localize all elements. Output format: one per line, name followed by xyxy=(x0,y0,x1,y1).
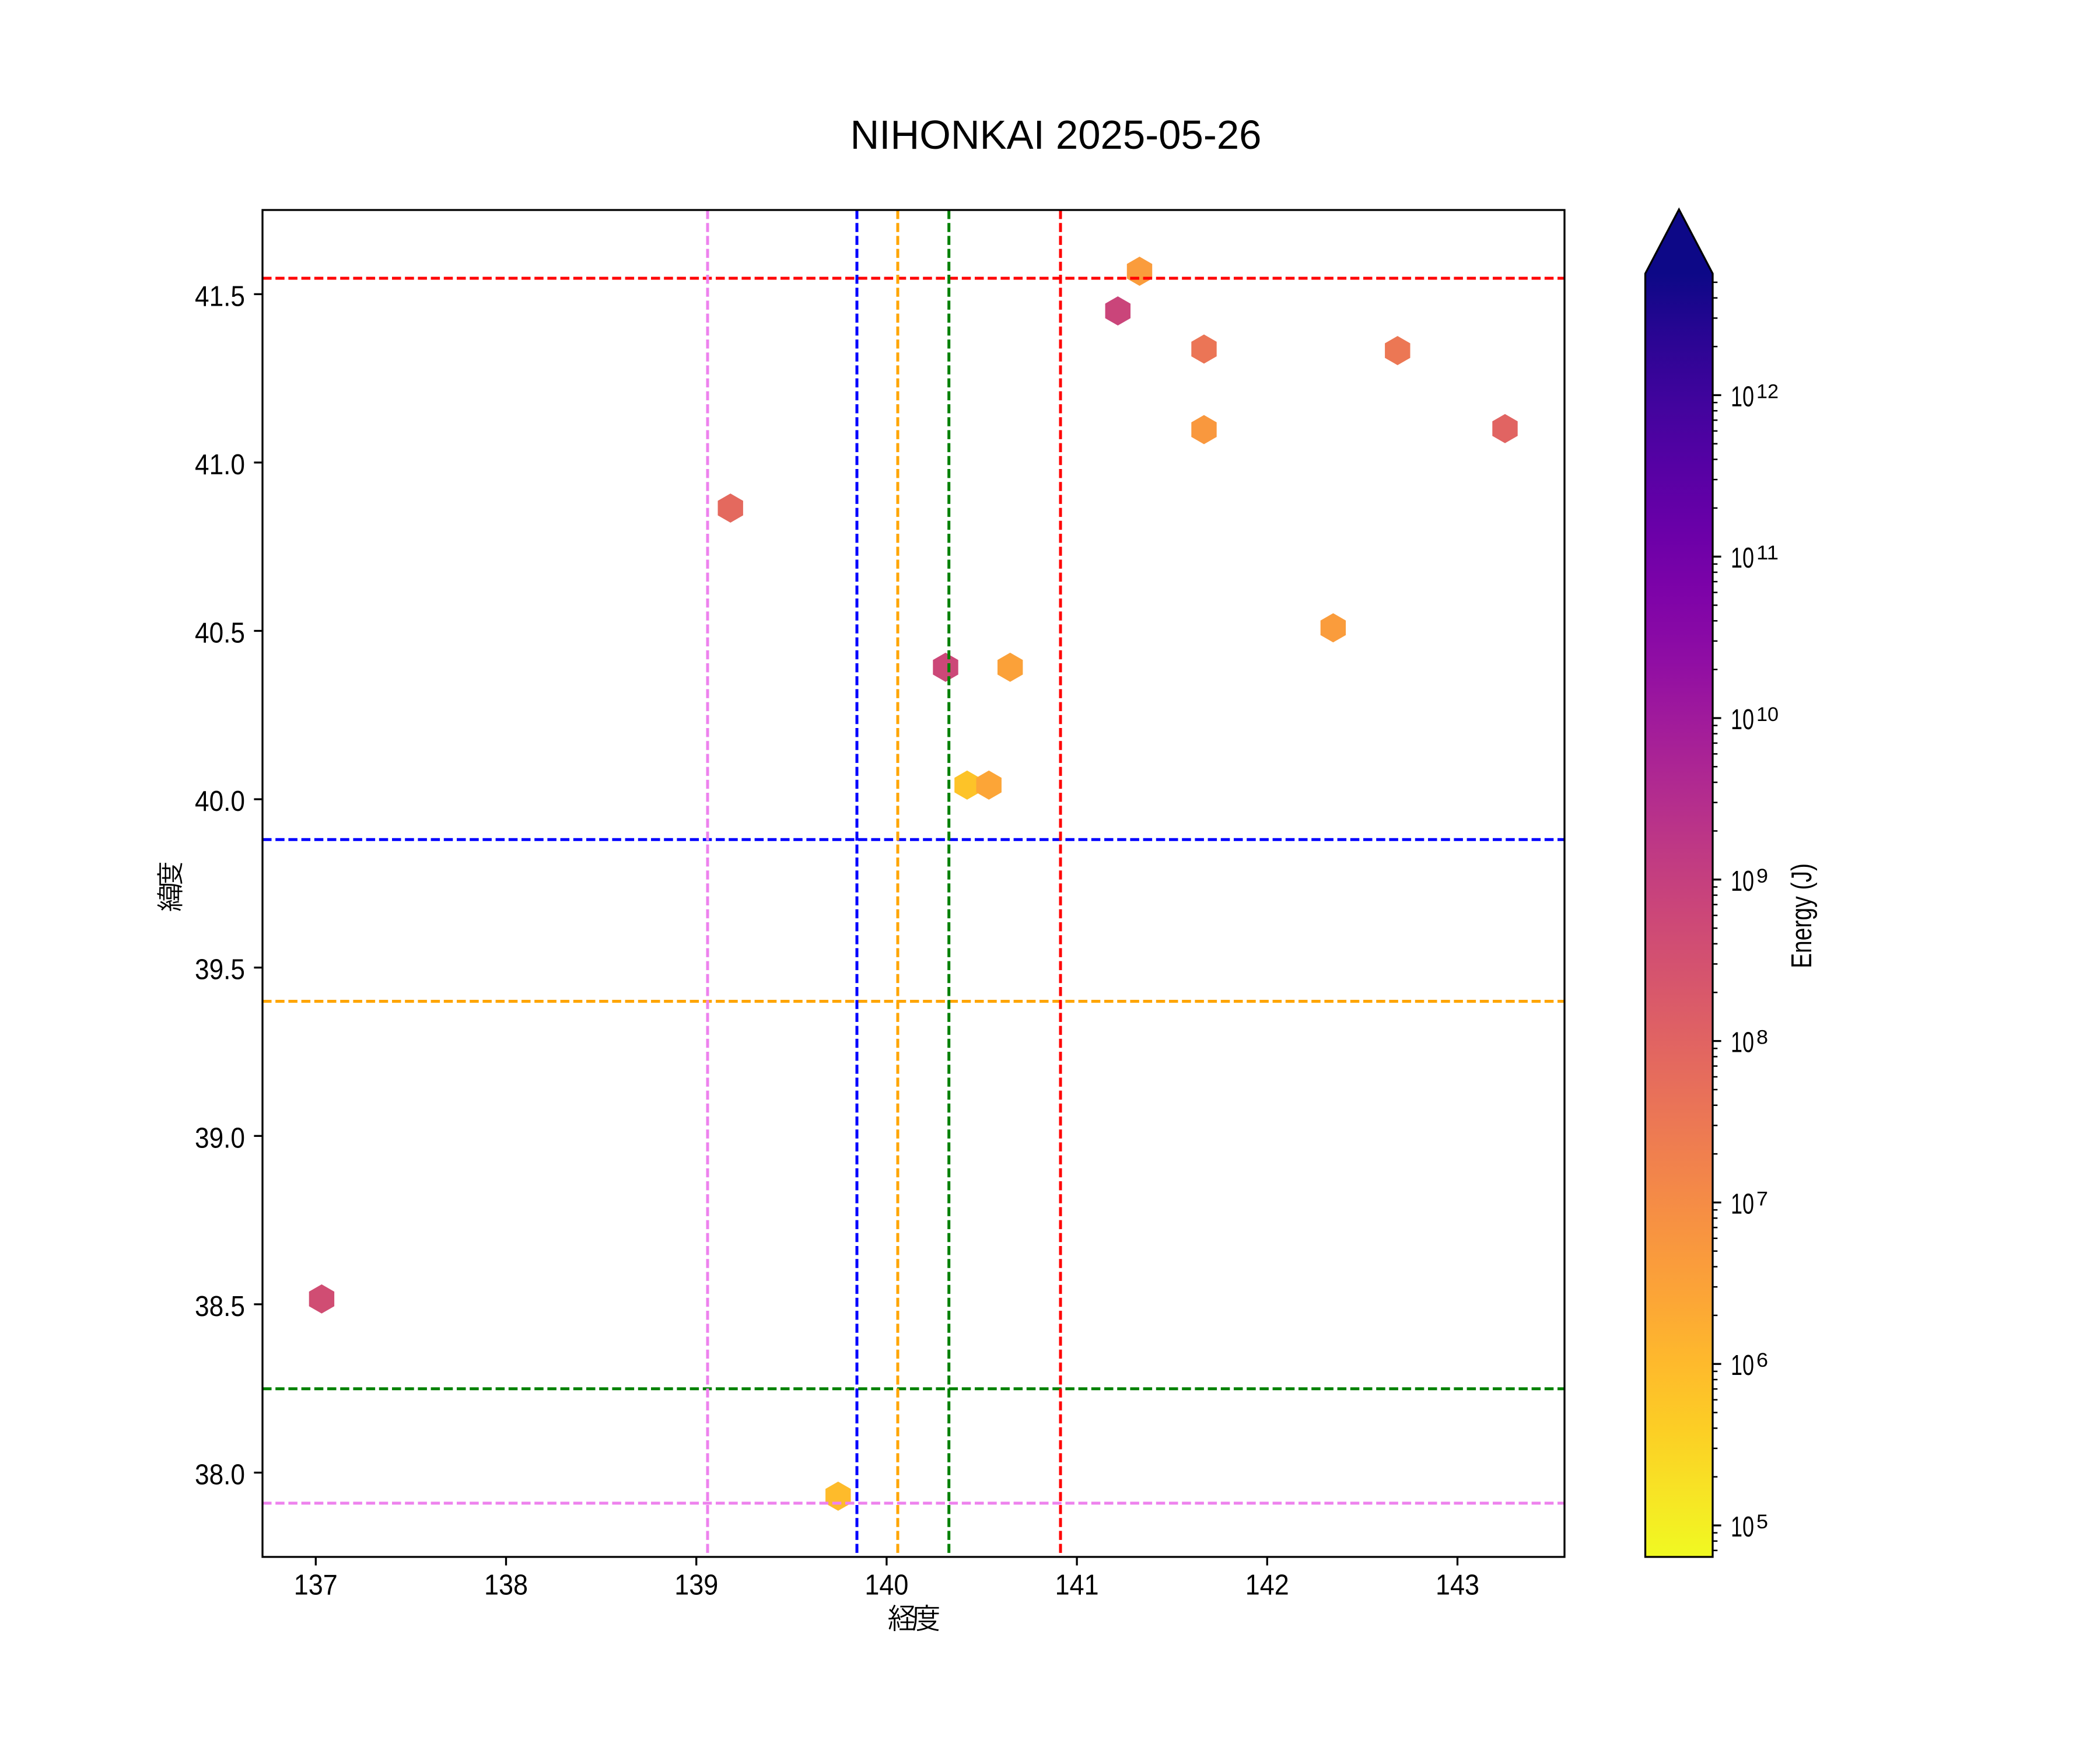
svg-text:10: 10 xyxy=(1731,542,1754,574)
svg-text:142: 142 xyxy=(1245,1569,1289,1601)
svg-text:39.0: 39.0 xyxy=(195,1122,245,1154)
svg-text:38.5: 38.5 xyxy=(195,1290,245,1322)
svg-text:7: 7 xyxy=(1756,1188,1768,1210)
svg-text:10: 10 xyxy=(1731,1027,1754,1059)
svg-text:10: 10 xyxy=(1731,1188,1754,1220)
svg-text:10: 10 xyxy=(1731,1511,1754,1543)
svg-text:12: 12 xyxy=(1756,380,1779,402)
svg-text:10: 10 xyxy=(1731,1349,1754,1381)
svg-text:NIHONKAI 2025-05-26: NIHONKAI 2025-05-26 xyxy=(850,112,1262,158)
svg-text:39.5: 39.5 xyxy=(195,954,245,986)
svg-text:41.0: 41.0 xyxy=(195,449,245,481)
svg-text:8: 8 xyxy=(1756,1027,1768,1049)
svg-text:40.5: 40.5 xyxy=(195,617,245,649)
svg-text:38.0: 38.0 xyxy=(195,1459,245,1491)
svg-text:141: 141 xyxy=(1055,1569,1099,1601)
svg-text:40.0: 40.0 xyxy=(195,785,245,817)
svg-text:140: 140 xyxy=(864,1569,908,1601)
svg-text:138: 138 xyxy=(484,1569,528,1601)
svg-text:6: 6 xyxy=(1756,1349,1768,1371)
svg-text:10: 10 xyxy=(1731,380,1754,412)
svg-text:10: 10 xyxy=(1731,704,1754,736)
svg-text:139: 139 xyxy=(674,1569,718,1601)
svg-text:41.5: 41.5 xyxy=(195,280,245,312)
svg-text:137: 137 xyxy=(294,1569,338,1601)
svg-text:143: 143 xyxy=(1436,1569,1479,1601)
svg-text:10: 10 xyxy=(1756,704,1779,726)
svg-text:Energy (J): Energy (J) xyxy=(1786,863,1818,968)
svg-text:11: 11 xyxy=(1756,542,1779,564)
svg-text:10: 10 xyxy=(1731,865,1754,897)
svg-text:5: 5 xyxy=(1756,1511,1768,1533)
svg-text:9: 9 xyxy=(1756,865,1768,887)
